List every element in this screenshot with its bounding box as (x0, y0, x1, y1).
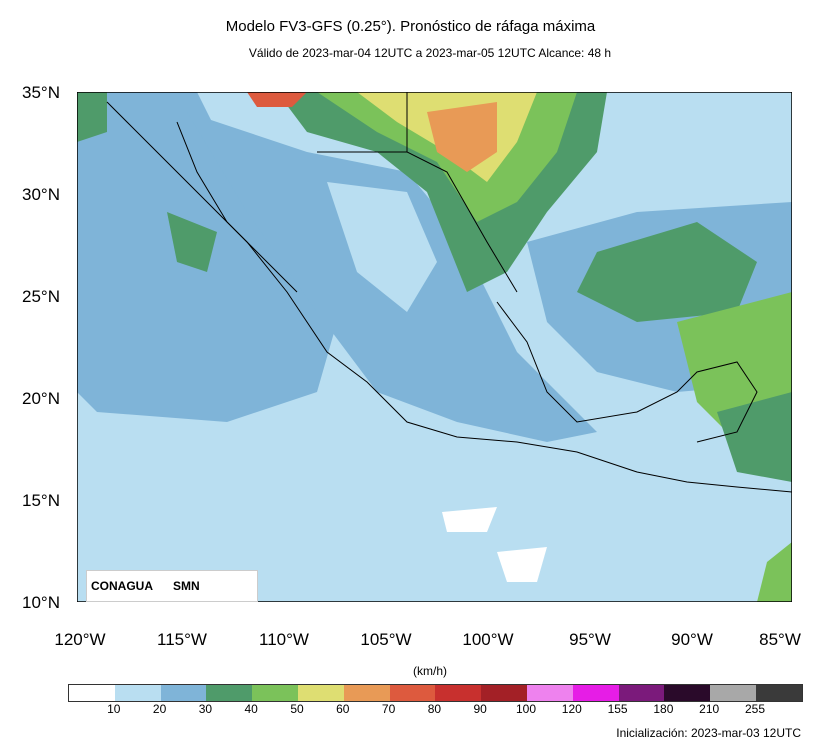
lon-label-105: 105°W (360, 630, 412, 649)
colorbar-swatch (297, 685, 344, 701)
colorbar-tick-label: 20 (152, 702, 167, 716)
smn-logo: SMN (173, 579, 200, 593)
colorbar-swatch (435, 685, 482, 701)
colorbar-swatch (618, 685, 665, 701)
colorbar-tick-label: 255 (744, 702, 766, 716)
colorbar-tick-label: 120 (561, 702, 582, 716)
colorbar-tick-label: 60 (336, 702, 350, 716)
colorbar-tick-label: 90 (473, 702, 487, 716)
lon-label-100: 100°W (462, 630, 514, 649)
colorbar-tick-label: 70 (381, 702, 396, 716)
agency-logo: CONAGUA SMN (86, 570, 258, 602)
init-time: Inicialización: 2023-mar-03 12UTC (616, 726, 801, 740)
colorbar-swatch (572, 685, 619, 701)
colorbar-swatch (160, 685, 207, 701)
colorbar-tick-label: 155 (607, 702, 628, 716)
colorbar-tick-label: 50 (290, 702, 304, 716)
colorbar-swatch (252, 685, 298, 701)
lat-label-20: 20°N (22, 389, 60, 408)
colorbar-swatch (206, 685, 253, 701)
conagua-logo: CONAGUA (91, 579, 153, 593)
colorbar-tick-label: 180 (653, 702, 674, 716)
lon-label-120: 120°W (54, 630, 106, 649)
lon-label-115: 115°W (157, 630, 207, 649)
colorbar-swatch (710, 685, 756, 701)
colorbar-swatch (389, 685, 436, 701)
map-title: Modelo FV3-GFS (0.25°). Pronóstico de rá… (225, 18, 596, 35)
colorbar-swatch (526, 685, 573, 701)
lon-label-110: 110°W (259, 630, 309, 649)
map-subtitle: Válido de 2023-mar-04 12UTC a 2023-mar-0… (248, 46, 612, 60)
lon-label-85: 85°W (759, 630, 801, 649)
colorbar-swatch (114, 685, 161, 701)
lat-label-30: 30°N (22, 185, 60, 204)
colorbar-tick-label: 40 (244, 702, 258, 716)
lon-label-90: 90°W (671, 630, 713, 649)
lat-label-15: 15°N (22, 491, 60, 510)
colorbar-tick-label: 10 (107, 702, 121, 716)
colorbar (68, 684, 803, 702)
lat-label-10: 10°N (22, 593, 60, 612)
colorbar-tick-label: 80 (427, 702, 442, 716)
colorbar-swatch (755, 685, 802, 701)
lat-label-25: 25°N (22, 287, 60, 306)
colorbar-tick-label: 100 (515, 702, 537, 716)
colorbar-swatch (343, 685, 390, 701)
colorbar-swatch (664, 685, 711, 701)
colorbar-swatch (69, 685, 115, 701)
colorbar-tick-label: 210 (699, 702, 720, 716)
lon-label-95: 95°W (569, 630, 611, 649)
colorbar-tick-label: 30 (198, 702, 213, 716)
lat-label-35: 35°N (22, 83, 60, 102)
legend-unit: (km/h) (413, 664, 447, 678)
forecast-map (77, 92, 792, 602)
colorbar-swatch (481, 685, 527, 701)
